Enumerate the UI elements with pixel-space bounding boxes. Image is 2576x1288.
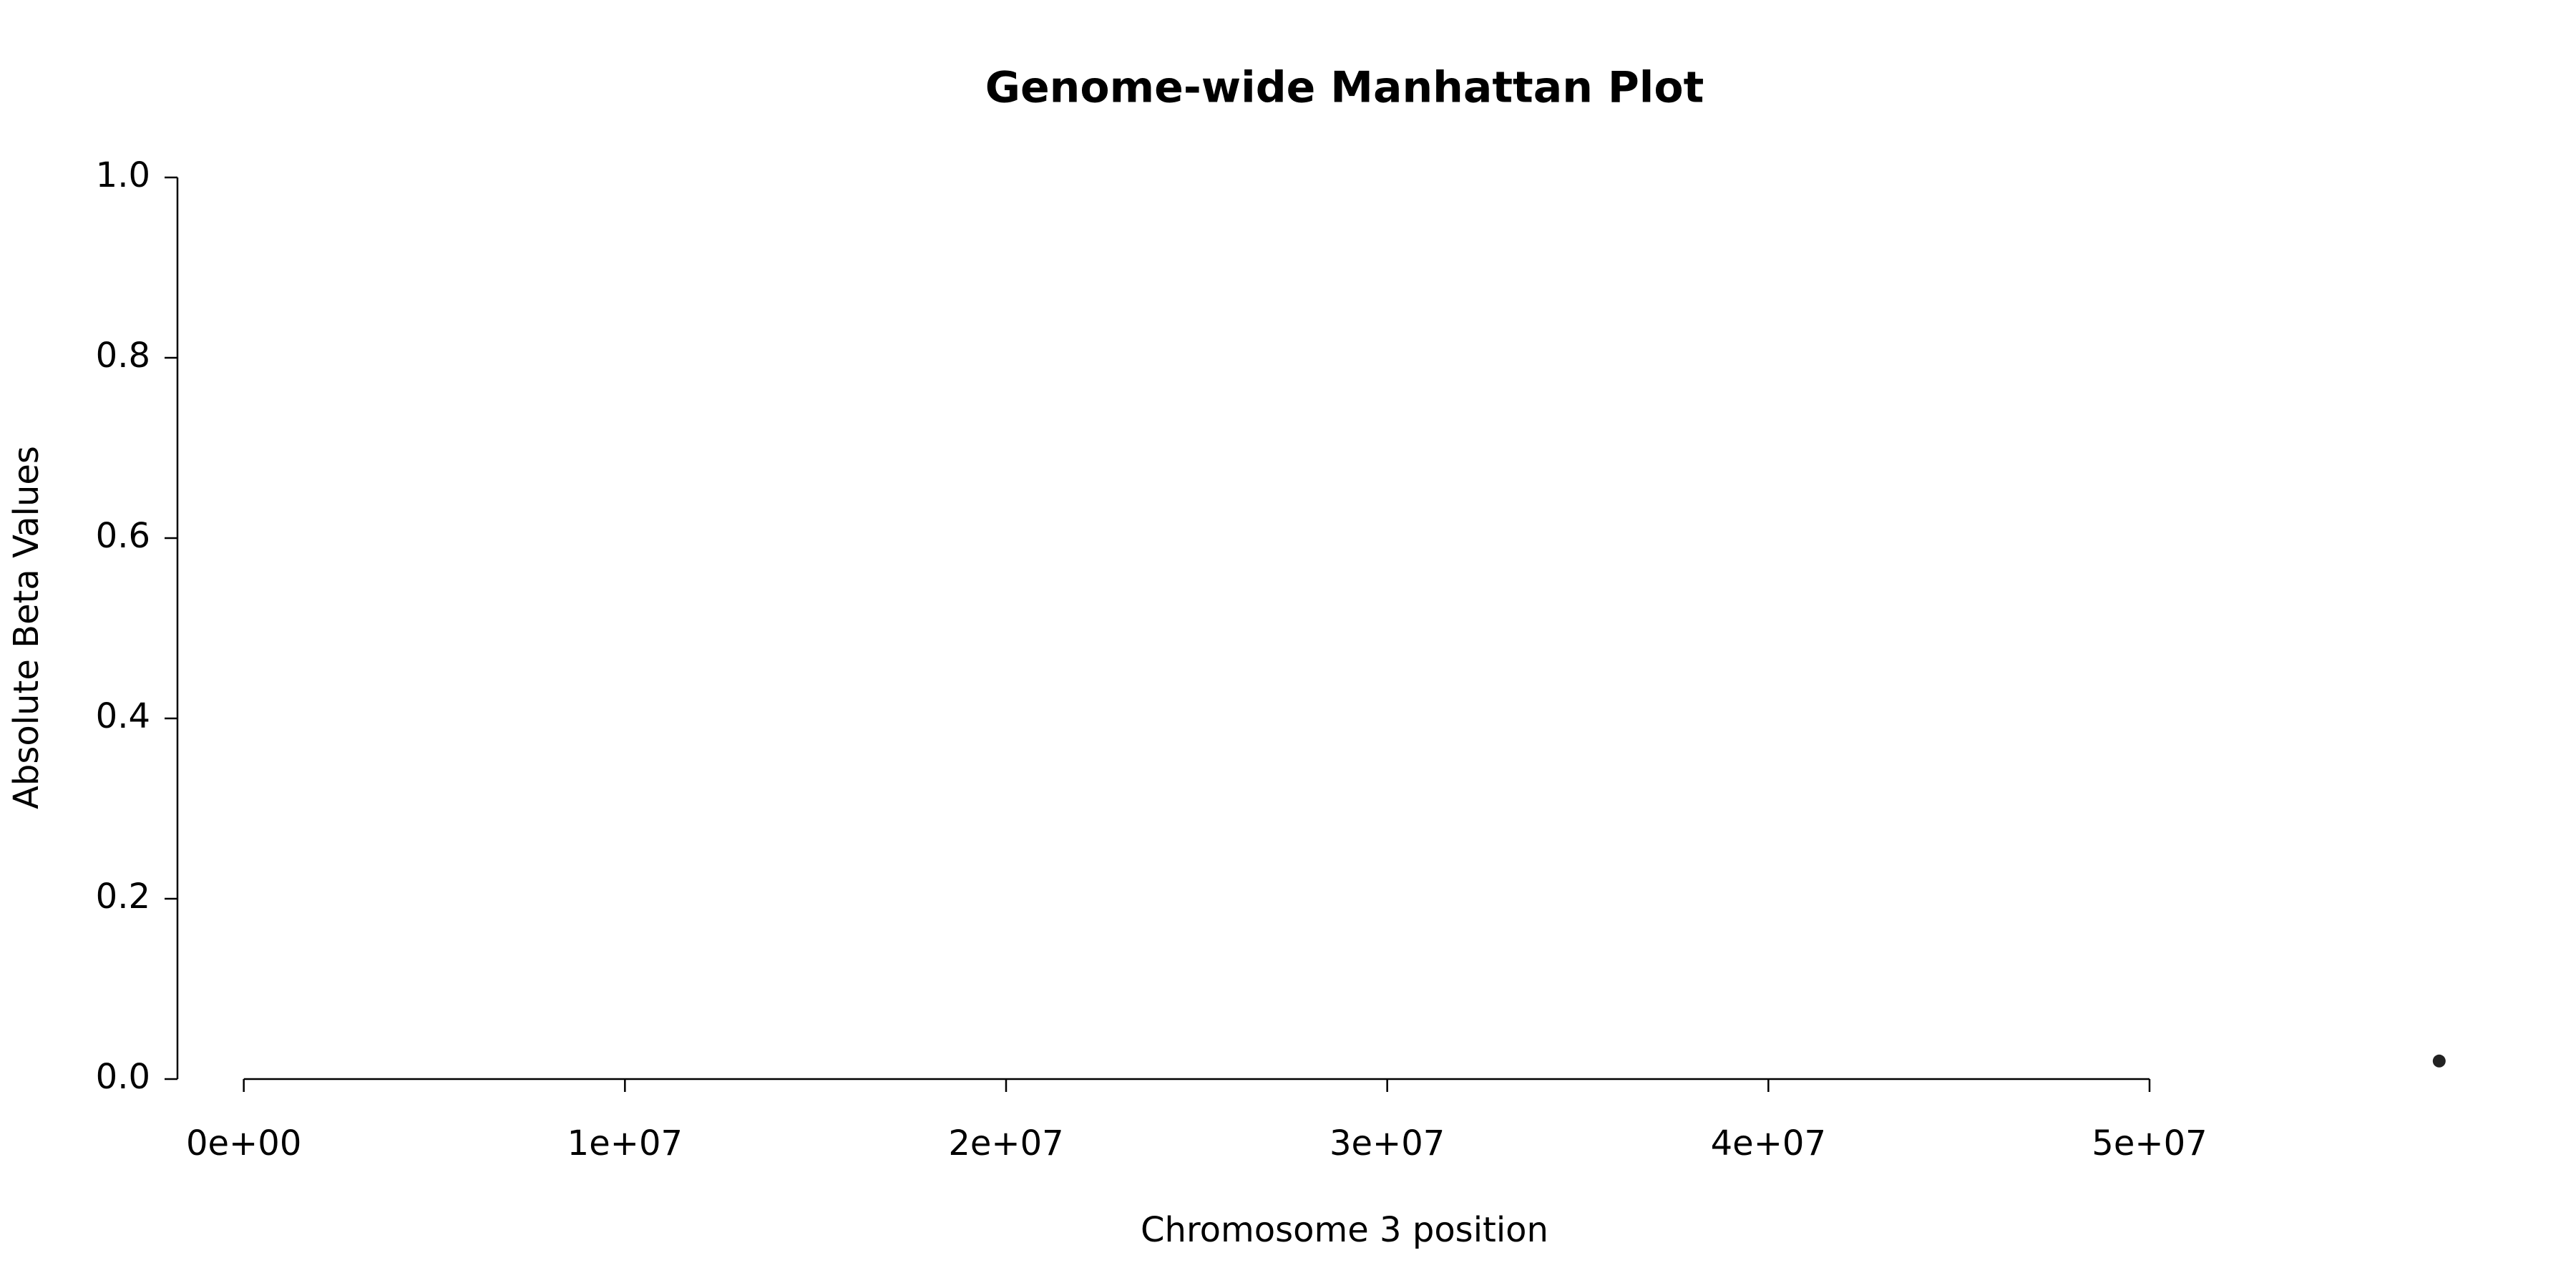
x-tick-label: 3e+07 [1330, 1123, 1445, 1163]
x-tick-label: 5e+07 [2092, 1123, 2207, 1163]
x-tick-label: 4e+07 [1711, 1123, 1826, 1163]
y-tick-label: 1.0 [96, 155, 150, 195]
y-tick-label: 0.6 [96, 516, 150, 556]
x-tick-label: 1e+07 [567, 1123, 683, 1163]
x-tick-label: 2e+07 [948, 1123, 1063, 1163]
y-axis-title: Absolute Beta Values [6, 446, 47, 809]
y-tick-label: 0.8 [96, 336, 150, 376]
x-axis-title: Chromosome 3 position [1141, 1210, 1548, 1250]
y-tick-label: 0.0 [96, 1057, 150, 1097]
y-tick-label: 0.4 [96, 696, 150, 736]
y-tick-label: 0.2 [96, 877, 150, 917]
chart-title: Genome-wide Manhattan Plot [985, 63, 1704, 113]
point [2432, 1054, 2446, 1068]
x-tick-label: 0e+00 [186, 1123, 301, 1163]
